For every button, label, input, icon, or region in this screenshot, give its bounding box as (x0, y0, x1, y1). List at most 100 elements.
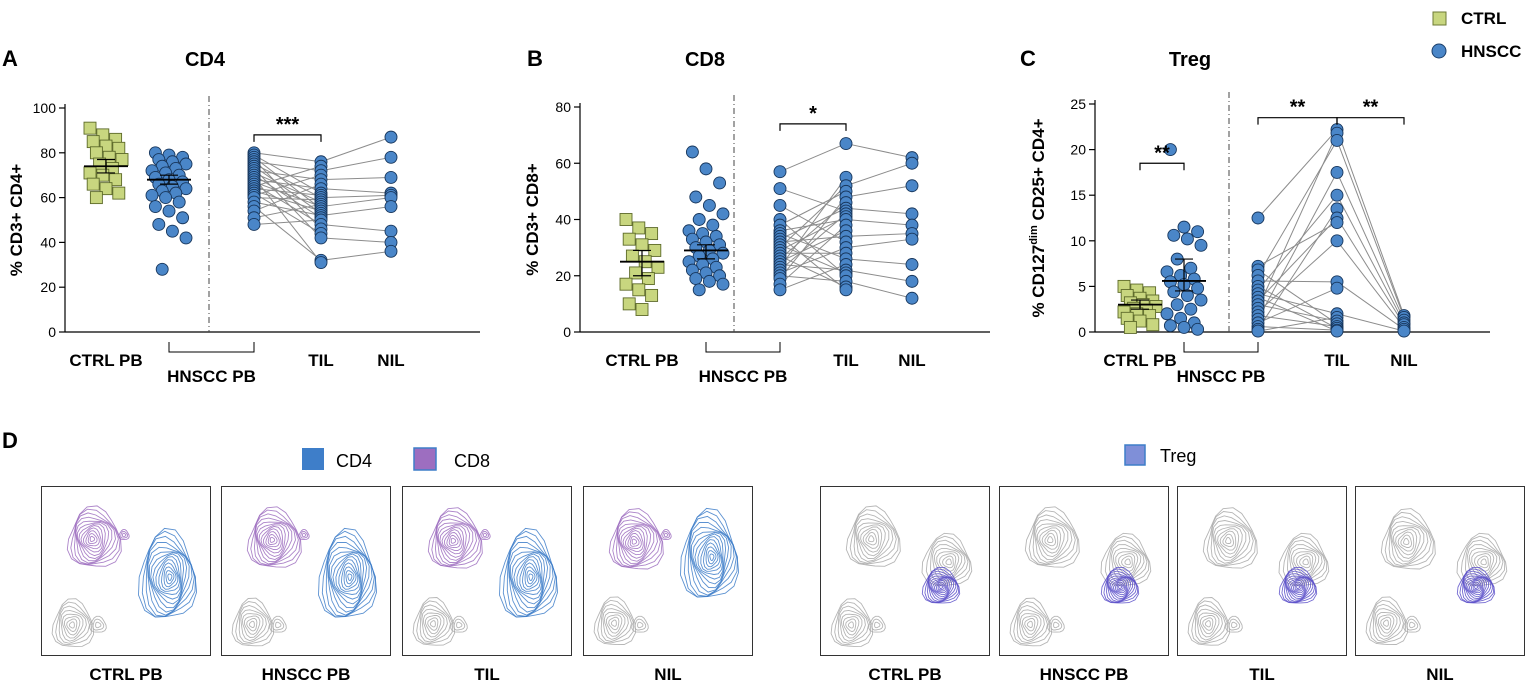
negative-population-contour (597, 599, 635, 644)
negative-population-contour (416, 600, 454, 644)
hnscc-pb-point (1177, 220, 1191, 234)
pair-line-til-nil (845, 280, 913, 299)
panel-c-treg-chart: C Treg 0 5 10 15 20 25 % CD127dim CD25+ CD4+ CTRL… (1020, 46, 1490, 386)
cd8-population-contour (615, 515, 661, 568)
cd4-population-contour (705, 546, 719, 568)
grey-population-contour (865, 531, 878, 546)
cd4-population-contour (147, 546, 190, 613)
panel-d-letter: D (2, 428, 18, 453)
contour-plot-svg (231, 506, 378, 647)
negative-population-contour (95, 621, 102, 629)
grey-population-contour (845, 505, 901, 567)
cd8-population-contour (431, 510, 482, 567)
pair-line-hnscc-til (253, 156, 322, 210)
cd8-population-contour (625, 530, 644, 552)
treg-population-contour (1286, 576, 1310, 600)
negative-population-contour (275, 621, 282, 629)
til-point (1330, 281, 1344, 295)
pair-line-hnscc-til (779, 207, 847, 240)
contour-plot-label: CTRL PB (868, 665, 942, 684)
ctrl-pb-point (89, 146, 103, 160)
grey-population-contour (1278, 532, 1330, 587)
negative-population-contour (1202, 617, 1214, 631)
negative-population-contour (1013, 601, 1051, 645)
grey-population-contour (1041, 529, 1059, 550)
cd8-population-contour (627, 532, 642, 549)
cd8-population-contour (437, 523, 471, 561)
cd8-population-contour (73, 512, 119, 565)
y-tick-label-A: 80 (40, 145, 56, 161)
significance-label: *** (276, 114, 300, 136)
negative-population-contour (1372, 603, 1404, 642)
pair-line-hnscc-til (253, 174, 322, 196)
grey-population-contour (1467, 544, 1501, 582)
cd4-population-contour (522, 562, 540, 590)
grey-population-contour (930, 539, 969, 584)
negative-population-contour (89, 615, 107, 633)
contour-plot-box (402, 486, 572, 656)
negative-population-contour (66, 618, 78, 633)
grey-population-contour (862, 528, 880, 549)
cd4-population-contour (524, 566, 538, 588)
x-label-ctrl-pb-B: CTRL PB (605, 351, 678, 370)
cd4-population-contour (158, 559, 180, 592)
significance-bracket (1257, 117, 1338, 125)
pair-line-hnscc-til (253, 179, 322, 190)
negative-population-contour (1403, 615, 1421, 633)
grey-population-contour (1210, 515, 1254, 566)
cd8-population-contour (75, 520, 113, 562)
cd8-population-contour (118, 529, 130, 540)
treg-population-contour (1116, 583, 1124, 591)
ctrl-pb-point (86, 177, 100, 191)
negative-population-contour (1050, 618, 1063, 631)
negative-population-contour (600, 603, 632, 642)
pair-line-hnscc-til (1257, 132, 1338, 309)
cd8-population-contour (446, 532, 461, 549)
cd8-population-contour (298, 529, 310, 540)
negative-population-contour (842, 616, 860, 636)
contour-plot-box (1355, 486, 1525, 656)
y-tick-label-A: 20 (40, 279, 56, 295)
cd4-population-contour (347, 573, 353, 581)
ctrl-legend-swatch (1432, 11, 1447, 26)
hnscc-pb-point (1177, 320, 1191, 334)
treg-population-contour (1118, 584, 1123, 589)
negative-population-contour (1225, 615, 1243, 633)
grey-population-contour (1028, 510, 1078, 566)
significance-label: ** (1154, 142, 1170, 164)
ctrl-pb-point (632, 283, 646, 297)
grey-population-contour (1471, 551, 1495, 575)
negative-population-contour (246, 617, 258, 632)
grey-population-contour (1473, 553, 1492, 572)
hnscc-bracket-A (168, 342, 255, 353)
grey-population-contour (1115, 551, 1139, 575)
cd8-population-contour (87, 533, 98, 545)
pair-line-til-nil (320, 223, 392, 232)
treg-population-contour (939, 584, 944, 589)
pair-line-hnscc-til (779, 188, 847, 212)
x-label-hnscc-pb-A: HNSCC PB (167, 367, 256, 386)
contour-plot-label: NIL (654, 665, 682, 684)
pair-line-hnscc-til (253, 197, 322, 201)
pair-line-til-nil (320, 194, 392, 199)
negative-population-contour (419, 604, 451, 643)
hnscc-pb-point (152, 218, 166, 231)
grey-population-contour (1035, 523, 1069, 560)
cd8-population-contour (260, 525, 284, 554)
treg-population-contour (1278, 566, 1318, 604)
hnscc-pb-point (702, 198, 716, 212)
treg-population-contour (932, 578, 949, 596)
cd8-population-contour (78, 523, 106, 557)
cd4-population-contour (697, 536, 724, 575)
cd8-population-contour (80, 525, 104, 553)
pair-line-hnscc-til (779, 190, 847, 226)
negative-population-contour (1197, 612, 1220, 638)
contour-plot-label: TIL (474, 665, 500, 684)
cd4-population-contour (511, 552, 546, 605)
ctrl-pb-point (619, 277, 633, 291)
cd4-population-contour (502, 530, 557, 618)
cd8-population-contour (612, 511, 663, 568)
negative-population-contour (450, 615, 468, 633)
cd4-population-contour (509, 551, 549, 609)
pair-line-hnscc-til (253, 219, 322, 225)
